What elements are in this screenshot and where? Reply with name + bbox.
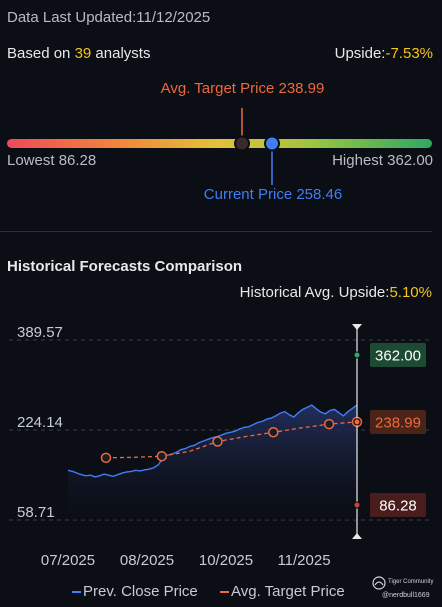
marker-box	[370, 409, 426, 434]
target-point	[323, 418, 335, 430]
section-divider	[0, 231, 432, 232]
x-tick-label: 11/2025	[277, 552, 330, 569]
analyst-count-value: 39	[74, 45, 92, 62]
crosshair-top-arrow-icon	[352, 324, 362, 330]
upside: Upside:-7.53%	[335, 45, 433, 62]
avg-target-marker	[234, 135, 250, 152]
watermark-brand: Tiger Community	[388, 579, 434, 585]
target-point	[100, 452, 112, 464]
target-point	[212, 436, 223, 447]
last-updated: Data Last Updated:11/12/2025	[7, 9, 210, 26]
y-tick-label: 58.71	[17, 504, 55, 521]
legend-avg-target[interactable]: Avg. Target Price	[220, 583, 345, 600]
range-gradient	[7, 139, 432, 148]
last-updated-label: Data Last Updated:	[7, 9, 137, 26]
watermark-user: @nerdbull1669	[382, 592, 430, 599]
y-tick-label: 224.14	[17, 414, 63, 431]
history-upside: Historical Avg. Upside:5.10%	[240, 284, 432, 301]
marker-box	[370, 342, 426, 367]
analyst-suffix: analysts	[91, 45, 151, 62]
analyst-count: Based on 39 analysts	[7, 45, 150, 62]
marker-dot	[353, 351, 361, 359]
legend-line-blue-icon	[72, 591, 81, 594]
highest-label: Highest 362.00	[332, 152, 433, 169]
marker-box	[370, 493, 426, 518]
marker-value-label: 86.28	[379, 498, 417, 515]
last-updated-date: 11/12/2025	[136, 9, 211, 26]
watermark: Tiger Community @nerdbull1669	[372, 574, 440, 604]
series-line-prev-close	[67, 404, 358, 478]
close-price-area	[68, 405, 357, 520]
legend-dash-orange-icon	[220, 591, 229, 594]
marker-value-label: 362.00	[375, 347, 421, 364]
x-tick-label: 07/2025	[41, 552, 95, 569]
lowest-label: Lowest 86.28	[7, 152, 97, 169]
legend-prev-close[interactable]: Prev. Close Price	[72, 583, 198, 600]
y-tick-label: 389.57	[17, 324, 63, 341]
target-point	[268, 427, 279, 438]
target-point	[156, 450, 168, 462]
current-price-label: Current Price 258.46	[203, 186, 343, 203]
forecast-chart: 389.57 224.14 58.71 362.00 238.99 86.28 07/2…	[9, 324, 432, 569]
x-tick-label: 10/2025	[199, 552, 253, 569]
history-upside-value: 5.10%	[389, 284, 432, 301]
upside-label: Upside:	[334, 45, 386, 62]
marker-dot	[353, 501, 361, 509]
analyst-prefix: Based on	[7, 45, 75, 62]
crosshair-bottom-arrow-icon	[352, 533, 362, 539]
avg-target-label: Avg. Target Price 238.99	[160, 80, 325, 97]
current-price-marker	[264, 135, 280, 152]
series-line-avg-target	[105, 421, 358, 459]
legend-prev-close-label: Prev. Close Price	[83, 583, 198, 600]
history-upside-label: Historical Avg. Upside:	[239, 284, 390, 301]
marker-value-label: 238.99	[375, 414, 421, 431]
history-title: Historical Forecasts Comparison	[7, 258, 243, 275]
x-tick-label: 08/2025	[120, 552, 174, 569]
tiger-logo-icon	[372, 576, 386, 590]
marker-dot	[353, 418, 361, 426]
upside-value: -7.53%	[385, 45, 433, 62]
price-range-bar	[7, 108, 432, 185]
legend-avg-target-label: Avg. Target Price	[231, 583, 345, 600]
